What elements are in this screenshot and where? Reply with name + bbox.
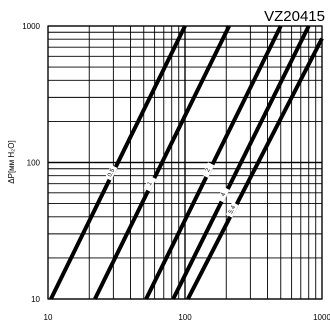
curve-4	[171, 25, 311, 300]
grid	[47, 25, 323, 300]
curve-label: 2	[205, 167, 212, 173]
curve-labels: 0.5 1 2 4 5.4	[105, 162, 239, 218]
curve-label-bg	[201, 162, 215, 178]
y-tick-label: 100	[27, 159, 41, 168]
curve-5-4	[186, 37, 324, 300]
y-axis-label: ΔP[мм H₂O]	[7, 140, 16, 183]
curve-label-bg	[225, 201, 239, 218]
curve-label: 5.4	[228, 204, 237, 215]
x-tick-label: 1000	[313, 313, 330, 322]
x-tick-label: 100	[178, 313, 192, 322]
curve-label-bg	[105, 164, 118, 181]
y-tick-label: 10	[31, 295, 40, 304]
curve-label: 1	[147, 180, 154, 186]
curve-label-bg	[143, 175, 157, 192]
x-tick-label: 10	[44, 313, 53, 322]
curve-label: 0.5	[107, 167, 116, 178]
curve-label: 4	[220, 191, 227, 197]
curves	[49, 25, 324, 300]
curve-1	[93, 25, 231, 300]
curve-0-5	[49, 25, 187, 300]
ticks: 10 100 1000 10 100 1000	[22, 22, 330, 322]
curve-label-bg	[217, 186, 230, 203]
curve-2	[144, 25, 283, 300]
y-tick-label: 1000	[22, 22, 40, 31]
chart-title: VZ20415	[264, 8, 325, 25]
